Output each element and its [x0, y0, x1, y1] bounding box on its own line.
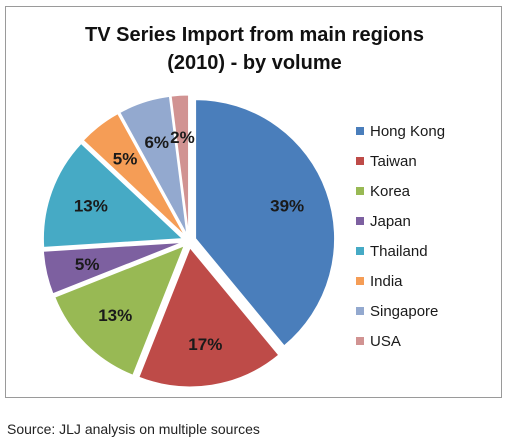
legend-label-india: India: [370, 273, 403, 290]
legend-label-japan: Japan: [370, 213, 411, 230]
pie-slice-hong-kong: [195, 99, 336, 347]
chart-title-line1: TV Series Import from main regions: [85, 24, 424, 46]
data-label-singapore: 6%: [144, 133, 169, 152]
chart-frame: TV Series Import from main regions (2010…: [5, 6, 502, 398]
data-label-usa: 2%: [170, 128, 195, 147]
legend-label-thailand: Thailand: [370, 243, 428, 260]
legend-swatch-taiwan: [356, 157, 364, 165]
legend-swatch-thailand: [356, 247, 364, 255]
legend-label-taiwan: Taiwan: [370, 153, 417, 170]
source-note: Source: JLJ analysis on multiple sources: [7, 421, 260, 437]
pie-slice-taiwan: [138, 246, 280, 388]
legend-label-usa: USA: [370, 333, 401, 350]
pie-slice-india: [82, 112, 186, 236]
data-label-japan: 5%: [75, 255, 100, 274]
pie-slice-labels: 39% 17% 13% 5% 13% 5% 6% 2%: [74, 128, 304, 354]
data-label-india: 5%: [113, 150, 138, 169]
legend-swatch-hong-kong: [356, 127, 364, 135]
legend-swatch-india: [356, 277, 364, 285]
pie-slice-japan: [42, 242, 183, 295]
legend-swatch-usa: [356, 337, 364, 345]
legend-label-singapore: Singapore: [370, 303, 438, 320]
legend-label-korea: Korea: [370, 183, 411, 200]
legend-label-hong-kong: Hong Kong: [370, 123, 445, 140]
pie-chart: 39% 17% 13% 5% 13% 5% 6% 2% Hong Kong Taiwan Kore…: [42, 94, 445, 388]
chart-title-line2: (2010) - by volume: [167, 52, 342, 74]
pie-slices: [42, 94, 336, 388]
data-label-korea: 13%: [98, 306, 132, 325]
chart-title: TV Series Import from main regions (2010…: [6, 21, 503, 77]
pie-slice-usa: [170, 94, 190, 235]
legend-swatch-singapore: [356, 307, 364, 315]
pie-slice-thailand: [42, 142, 184, 248]
pie-slice-singapore: [119, 95, 188, 235]
legend-swatch-japan: [356, 217, 364, 225]
legend: Hong Kong Taiwan Korea Japan Thailand India Si…: [356, 123, 445, 350]
data-label-hong-kong: 39%: [270, 197, 304, 216]
legend-swatch-korea: [356, 187, 364, 195]
data-label-taiwan: 17%: [188, 335, 222, 354]
pie-slice-korea: [54, 245, 185, 376]
data-label-thailand: 13%: [74, 197, 108, 216]
